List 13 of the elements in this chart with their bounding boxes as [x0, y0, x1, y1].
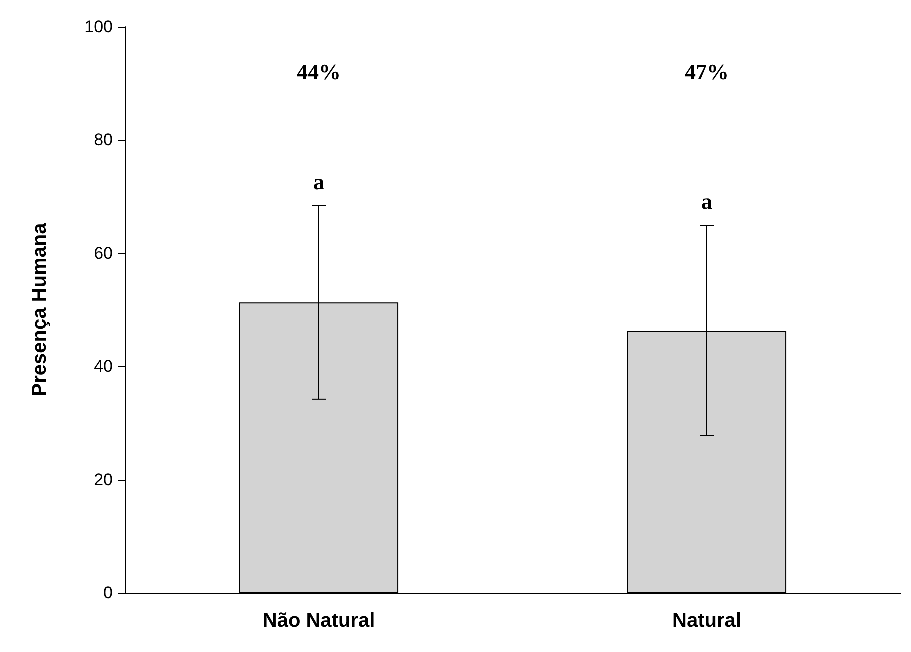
y-tick-label: 40: [94, 357, 113, 376]
x-tick-label: Natural: [672, 610, 742, 632]
y-tick-label: 100: [84, 18, 113, 36]
x-tick-label: Não Natural: [262, 610, 376, 632]
annotation: 44%: [297, 60, 341, 84]
y-tick-label: 60: [94, 244, 113, 263]
y-tick-label: 20: [94, 470, 113, 490]
annotation: 47%: [685, 60, 729, 84]
y-tick-label: 0: [104, 584, 113, 602]
y-axis-title: Presença Humana: [29, 222, 51, 397]
y-tick-label: 80: [94, 130, 113, 150]
annotation: a: [314, 169, 324, 194]
annotation: a: [702, 189, 712, 214]
